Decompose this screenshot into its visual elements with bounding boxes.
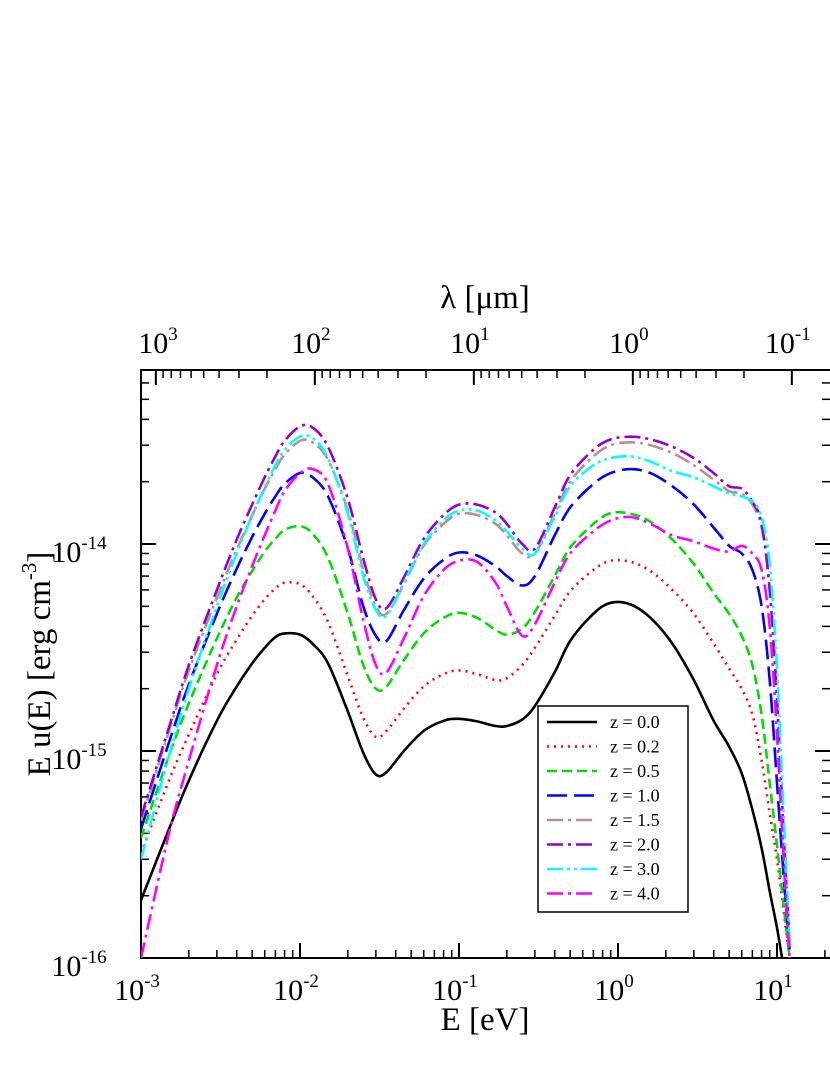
legend-label-5: z = 2.0	[610, 835, 660, 855]
x-tick-label: 10-2	[273, 971, 319, 1007]
y-tick-label-base: 10	[51, 536, 81, 569]
series-line-5	[141, 423, 791, 942]
top-tick-label-base: 10	[609, 327, 639, 360]
x-tick-label-exponent: 1	[783, 971, 793, 992]
x-tick-label-base: 10	[432, 974, 462, 1007]
x-tick-label-exponent: -2	[303, 971, 319, 992]
top-tick-label-base: 10	[291, 327, 321, 360]
series-line-0	[141, 600, 784, 958]
axis-ticks	[140, 370, 830, 959]
top-tick-label-base: 10	[765, 327, 795, 360]
y-tick-label: 10-15	[51, 740, 106, 776]
legend-label-2: z = 0.5	[610, 761, 660, 781]
x-tick-label-exponent: -1	[462, 971, 478, 992]
x-tick-label-exponent: 0	[624, 971, 634, 992]
x-tick-label-base: 10	[594, 974, 624, 1007]
y-tick-label: 10-14	[51, 533, 107, 569]
x-tick-label-base: 10	[753, 974, 783, 1007]
legend-label-7: z = 4.0	[610, 884, 660, 904]
y-axis-title-sup: -3	[17, 563, 41, 581]
y-axis-title-main: E u(E) [erg cm	[22, 580, 58, 777]
top-tick-label-exponent: 0	[639, 324, 649, 345]
x-axis-title: E [eV]	[441, 1002, 530, 1038]
legend-label-1: z = 0.2	[610, 737, 660, 757]
y-tick-label-base: 10	[51, 743, 81, 776]
y-tick-label: 10-16	[51, 947, 106, 983]
top-tick-label: 10-1	[765, 324, 811, 360]
legend: z = 0.0 z = 0.2 z = 0.5 z = 1.0 z = 1.5 z = 2…	[537, 705, 689, 913]
top-tick-label-exponent: -1	[795, 324, 811, 345]
top-tick-label-base: 10	[450, 327, 480, 360]
top-tick-label-exponent: 1	[480, 324, 490, 345]
legend-box	[537, 705, 689, 913]
top-tick-label-exponent: 2	[321, 324, 331, 345]
legend-label-6: z = 3.0	[610, 859, 660, 879]
y-tick-label-exponent: -15	[81, 740, 106, 761]
series-line-2	[141, 510, 791, 958]
series-line-4	[141, 438, 791, 942]
x-tick-label-exponent: -3	[144, 971, 160, 992]
y-tick-label-exponent: -14	[81, 533, 107, 554]
x-tick-label: 100	[594, 971, 634, 1007]
top-tick-label-exponent: 3	[168, 324, 178, 345]
x-tick-label-base: 10	[273, 974, 303, 1007]
top-tick-label: 100	[609, 324, 649, 360]
x-tick-label: 101	[753, 971, 793, 1007]
top-tick-label: 103	[138, 324, 178, 360]
legend-label-0: z = 0.0	[610, 712, 660, 732]
series-line-7	[141, 467, 791, 958]
y-axis-title-end: ]	[22, 552, 58, 563]
x-tick-label-base: 10	[114, 974, 144, 1007]
series-line-6	[141, 433, 791, 942]
top-axis-title: λ [μm]	[440, 280, 530, 316]
top-tick-label: 101	[450, 324, 490, 360]
y-axis-title: E u(E) [erg cm-3]	[17, 552, 58, 777]
series-lines	[141, 423, 791, 958]
top-tick-label-base: 10	[138, 327, 168, 360]
y-tick-label-exponent: -16	[81, 947, 106, 968]
series-line-1	[141, 558, 791, 958]
x-tick-label: 10-3	[114, 971, 160, 1007]
x-tick-label: 10-1	[432, 971, 478, 1007]
legend-label-4: z = 1.5	[610, 810, 660, 830]
plot-frame	[140, 369, 830, 959]
top-tick-label: 102	[291, 324, 331, 360]
y-tick-label-base: 10	[51, 950, 81, 983]
legend-label-3: z = 1.0	[610, 786, 660, 806]
series-line-3	[141, 467, 791, 950]
